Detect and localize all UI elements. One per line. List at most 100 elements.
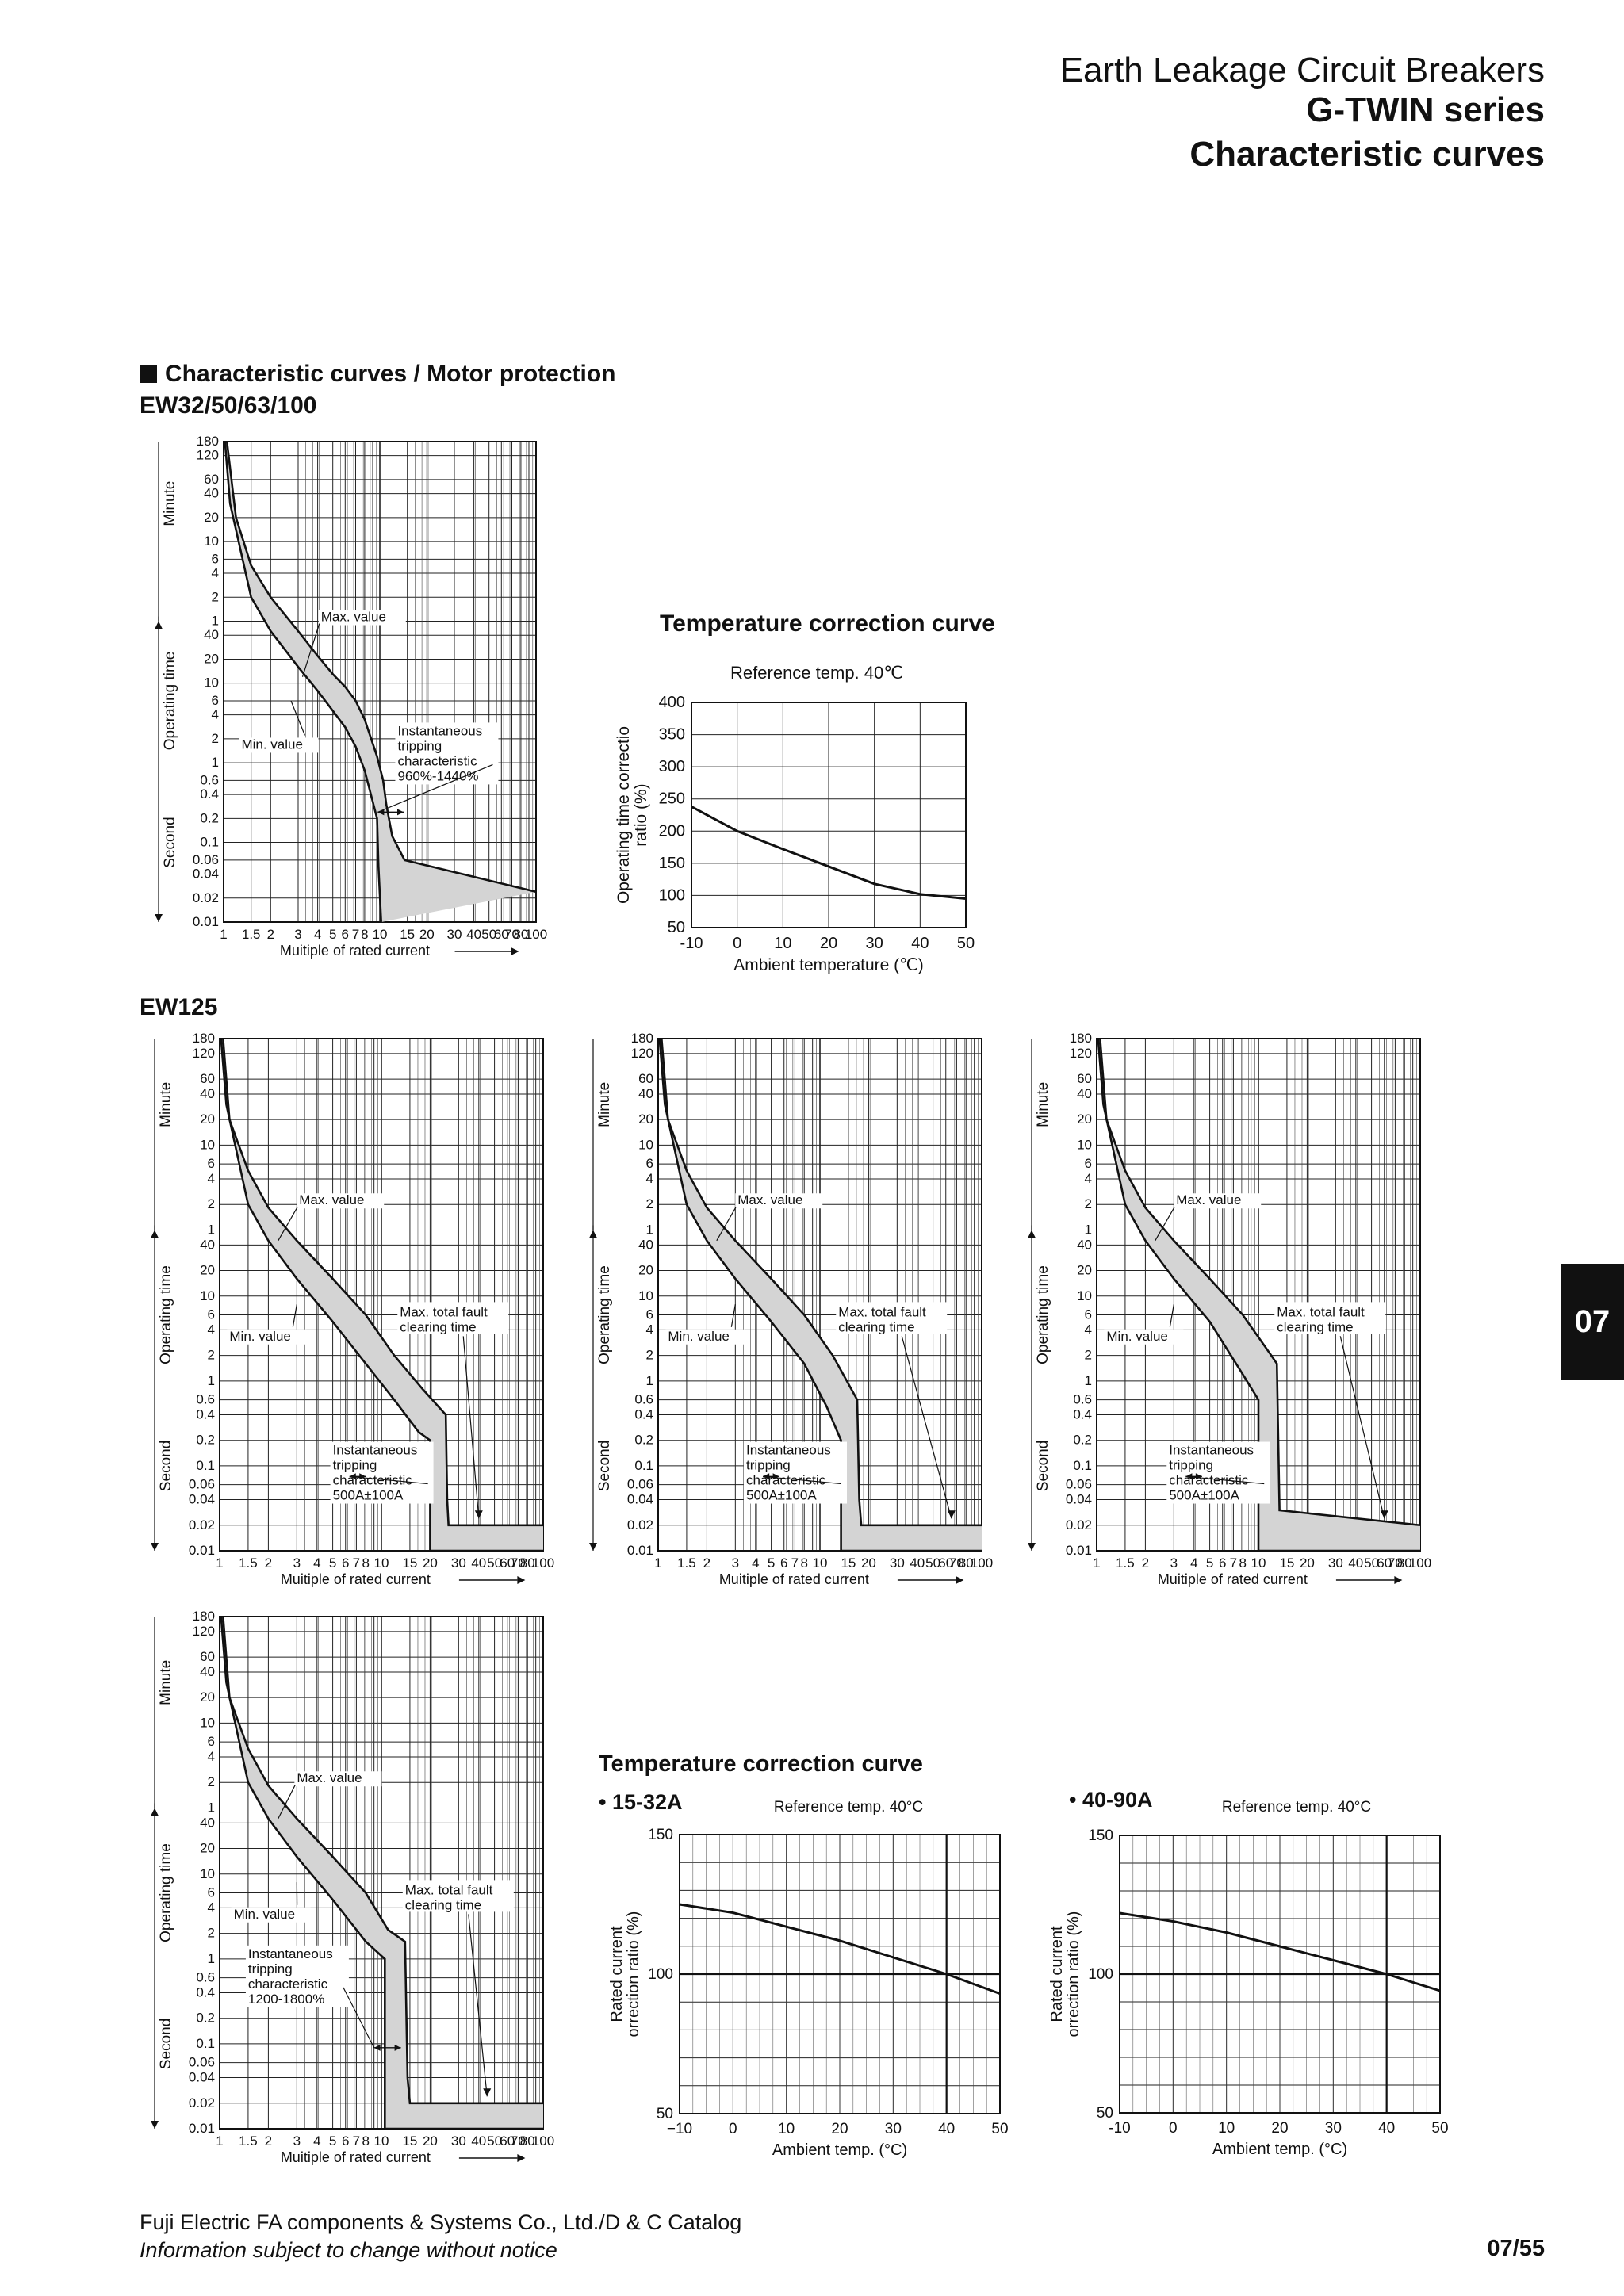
y-tick-label: 100 (1088, 1966, 1113, 1983)
x-tick-label: 50 (1431, 2120, 1448, 2137)
x-tick-label: 3 (1170, 1556, 1178, 1571)
y-tick-label: 0.02 (189, 2095, 215, 2110)
x-tick-label: 80 (1397, 1556, 1412, 1571)
inst-arrowhead (763, 1473, 770, 1480)
y-tick-label: 0.2 (200, 810, 219, 825)
x-axis-label: Muitiple of rated current (280, 943, 430, 959)
x-tick-label: 40 (466, 927, 481, 942)
x-tick-label: 40 (1348, 1556, 1363, 1571)
y-tick-label: 40 (638, 1237, 653, 1252)
x-tick-label: 30 (866, 935, 883, 952)
y-tick-label: 120 (1070, 1046, 1092, 1061)
label-bg (1104, 1329, 1184, 1345)
min-value-label: Min. value (668, 1329, 729, 1344)
bracket-arrow-down (155, 914, 163, 922)
bracket-arrow-up (155, 621, 163, 629)
y-tick-label: 0.1 (200, 835, 219, 850)
y-tick-label: 0.06 (189, 2055, 215, 2070)
y-axis-second-label: Second (596, 1441, 613, 1491)
x-tick-label: 40 (910, 1556, 925, 1571)
x-tick-label: 80 (520, 1556, 535, 1571)
y-tick-label: 50 (1097, 2105, 1113, 2122)
y-tick-label: 10 (638, 1137, 653, 1152)
model-ew125: EW125 (140, 994, 218, 1020)
y-tick-label: 0.2 (634, 1433, 653, 1448)
x-tick-label: 30 (1328, 1556, 1343, 1571)
y-tick-label: 2 (646, 1196, 653, 1211)
x-tick-label: 7 (353, 2133, 360, 2149)
y-axis-second-label: Second (1035, 1441, 1051, 1491)
inst-arrowhead (772, 1473, 779, 1480)
x-tick-label: -10 (1109, 2120, 1130, 2137)
x-tick-label: 100 (532, 2133, 554, 2149)
y-tick-label: 40 (638, 1086, 653, 1101)
y-tick-label: 2 (208, 1774, 215, 1789)
y-tick-label: 0.01 (193, 914, 219, 929)
y-axis-label: Operating time (158, 1265, 174, 1364)
y-tick-label: 180 (197, 434, 219, 449)
x-tick-label: 0 (729, 2121, 737, 2137)
plot-frame (223, 441, 537, 923)
max-value-leader (278, 1206, 298, 1242)
max-value-curve (1099, 1038, 1421, 1527)
y-tick-label: 10 (204, 534, 219, 549)
min-value-leader (1169, 1304, 1174, 1327)
y-tick-label: 20 (200, 1841, 215, 1856)
y-tick-label: 40 (200, 1237, 215, 1252)
x-tick-label: 10 (374, 1556, 389, 1571)
fault-arrowhead (474, 1510, 483, 1519)
y-tick-label: 2 (208, 1348, 215, 1363)
y-axis-minute-label: Minute (158, 1660, 174, 1705)
y-tick-label: 10 (638, 1288, 653, 1303)
x-tick-label: 30 (1325, 2120, 1342, 2137)
inst-label: characteristic (397, 753, 477, 768)
x-tick-label: 100 (525, 927, 547, 942)
chart-ew32-temp-correction: Temperature correction curve Reference te… (615, 610, 995, 974)
x-tick-label: 8 (362, 1556, 369, 1571)
x-axis-arrowhead (1394, 1576, 1403, 1584)
chart-temp-15-32a: Temperature correction curve • 15-32A Refe… (599, 1752, 1009, 2159)
temp-chart-title: Temperature correction curve (660, 610, 995, 637)
inst-leader (377, 763, 493, 813)
y-tick-label: 1 (1085, 1373, 1092, 1388)
y-tick-label: 100 (648, 1966, 673, 1983)
x-tick-label: 5 (1206, 1556, 1213, 1571)
y-tick-label: 150 (648, 1827, 673, 1843)
x-tick-label: 60 (1377, 1556, 1392, 1571)
max-value-label: Max. value (299, 1192, 364, 1207)
fault-label: Max. total fault (838, 1304, 926, 1319)
inst-arrowhead (394, 2044, 401, 2051)
x-axis-label: Muitiple of rated current (719, 1571, 869, 1587)
x-tick-label: 8 (800, 1556, 807, 1571)
y-axis-label: ratio (%) (632, 783, 650, 846)
y-tick-label: 200 (659, 822, 685, 840)
x-axis-label: Muitiple of rated current (281, 2149, 431, 2165)
temp-chart-range-label: • 15-32A (599, 1790, 683, 1814)
y-tick-label: 0.4 (196, 1406, 215, 1422)
y-tick-label: 120 (193, 1046, 215, 1061)
inst-label: Instantaneous (1169, 1443, 1254, 1458)
y-tick-label: 50 (668, 919, 685, 936)
max-value-curve (225, 441, 537, 894)
y-tick-label: 1 (212, 614, 219, 629)
y-tick-label: 6 (208, 1156, 215, 1171)
square-bullet-icon (140, 365, 157, 383)
x-tick-label: 50 (481, 927, 496, 942)
x-tick-label: 30 (885, 2121, 902, 2137)
bracket-arrow-up (151, 1808, 159, 1816)
y-tick-label: 0.6 (1073, 1392, 1092, 1407)
x-tick-label: 2 (1142, 1556, 1149, 1571)
y-tick-label: 150 (1088, 1827, 1113, 1844)
reference-temp-label: Reference temp. 40°C (774, 1799, 923, 1816)
y-tick-label: 20 (204, 651, 219, 666)
y-tick-label: 4 (212, 565, 219, 580)
x-tick-label: 10 (813, 1556, 828, 1571)
y-tick-label: 0.6 (200, 772, 219, 787)
y-tick-label: 6 (646, 1156, 653, 1171)
x-tick-label: 5 (329, 927, 336, 942)
y-tick-label: 0.1 (634, 1458, 653, 1473)
bracket-arrow-up (1028, 1230, 1036, 1238)
y-tick-label: 1 (1085, 1222, 1092, 1237)
x-tick-label: 7 (1230, 1556, 1237, 1571)
chart-temp-40-90a: • 40-90A Reference temp. 40°C -10 0 10 20 30 40… (1048, 1788, 1449, 2158)
